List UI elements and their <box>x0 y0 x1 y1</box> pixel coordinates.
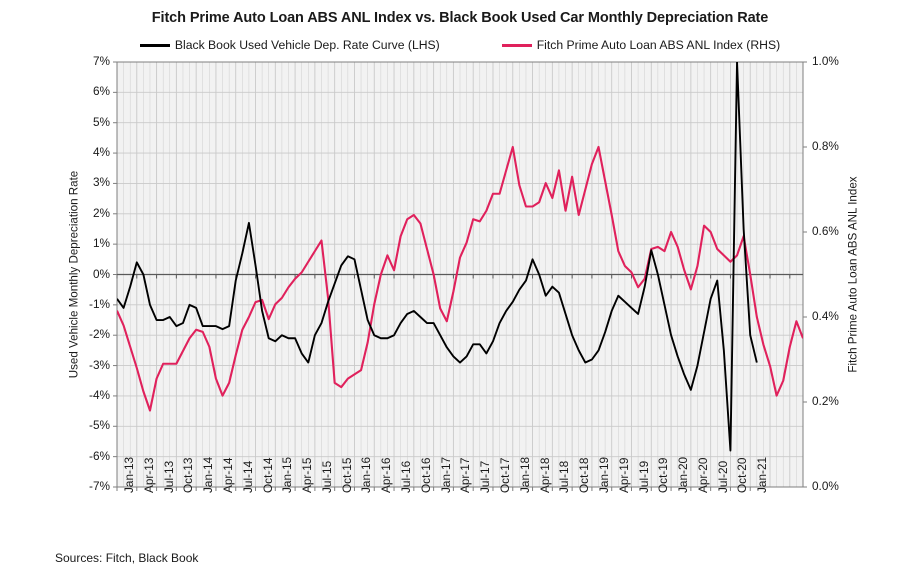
y-axis-tick-label-left: 1% <box>92 236 110 251</box>
y-axis-tick-label-right: 1.0% <box>812 54 839 68</box>
series-line-black-book <box>117 62 758 452</box>
x-axis-tick-label: Oct-17 <box>497 457 512 493</box>
legend-item-black-book[interactable]: Black Book Used Vehicle Dep. Rate Curve … <box>139 38 440 52</box>
x-axis-tick-label: Jul-18 <box>557 460 572 493</box>
y-axis-title-right-text: Fitch Prime Auto Loan ABS ANL Index <box>846 176 860 373</box>
source-note: Sources: Fitch, Black Book <box>55 551 199 565</box>
y-axis-tick-label-left: -3% <box>89 357 110 372</box>
x-axis-tick-label: Apr-20 <box>695 457 710 493</box>
x-axis-tick-label: Oct-13 <box>181 457 196 493</box>
x-axis-tick-label: Jan-20 <box>676 456 691 493</box>
y-axis-tick-label-right: 0.6% <box>812 224 839 238</box>
legend-label-black-book: Black Book Used Vehicle Dep. Rate Curve … <box>174 38 440 52</box>
x-axis-tick-label: Oct-19 <box>656 457 671 493</box>
x-axis-tick-label: Oct-14 <box>260 457 275 493</box>
x-axis-tick-label: Jan-14 <box>201 456 216 493</box>
y-axis-tick-label-left: -4% <box>89 387 110 402</box>
y-axis-tick-label-left: 3% <box>92 175 110 190</box>
y-axis-tick-label-left: -2% <box>89 327 110 342</box>
legend-label-fitch-anl: Fitch Prime Auto Loan ABS ANL Index (RHS… <box>536 38 781 52</box>
y-axis-tick-label-left: -7% <box>89 479 110 493</box>
x-axis-tick-label: Jan-16 <box>359 456 374 493</box>
y-axis-tick-label-left: -1% <box>89 296 110 311</box>
y-axis-tick-label-right: 0.8% <box>812 139 839 153</box>
y-axis-tick-label-right: 0.0% <box>812 479 839 493</box>
x-axis-tick-label: Jan-13 <box>122 456 136 493</box>
y-axis-tick-label-left: 7% <box>92 54 110 68</box>
x-axis-tick-label: Oct-15 <box>339 457 354 493</box>
x-axis-tick-label: Jul-15 <box>319 460 334 493</box>
x-axis-tick-label: Jan-19 <box>596 456 611 493</box>
legend-swatch-black-book <box>139 43 170 47</box>
x-axis-tick-label: Apr-14 <box>220 457 235 493</box>
x-axis-tick-label: Jan-18 <box>517 456 532 493</box>
legend-item-fitch-anl[interactable]: Fitch Prime Auto Loan ABS ANL Index (RHS… <box>501 38 781 52</box>
x-axis-tick-label: Apr-17 <box>458 457 473 493</box>
y-axis-tick-label-left: 5% <box>92 114 110 129</box>
y-axis-tick-label-right: 0.4% <box>812 309 839 323</box>
x-axis-tick-label: Jul-16 <box>399 460 414 493</box>
x-axis-tick-label: Jul-13 <box>161 460 176 493</box>
x-axis-tick-label: Jul-14 <box>240 460 255 493</box>
x-axis-tick-label: Jan-21 <box>755 456 770 493</box>
x-axis-tick-label: Jul-17 <box>478 460 493 493</box>
x-axis-tick-label: Jan-17 <box>438 456 453 493</box>
x-axis-tick-label: Apr-16 <box>379 457 394 493</box>
series-line-fitch-anl <box>117 145 803 412</box>
x-axis-tick-label: Oct-18 <box>577 457 592 493</box>
chart-title: Fitch Prime Auto Loan ABS ANL Index vs. … <box>151 10 769 26</box>
y-axis-tick-label-left: 0% <box>92 266 110 281</box>
y-axis-tick-label-right: 0.2% <box>812 394 839 408</box>
x-axis-tick-label: Apr-18 <box>537 457 552 493</box>
x-axis-tick-label: Oct-16 <box>418 457 433 493</box>
x-axis-tick-label: Jul-20 <box>715 460 730 493</box>
x-axis-tick-label: Apr-15 <box>300 457 315 493</box>
x-axis-tick-label: Jul-19 <box>636 460 651 493</box>
x-axis-tick-label: Oct-20 <box>735 457 750 493</box>
legend-swatch-fitch-anl <box>501 43 532 47</box>
y-axis-tick-label-left: -6% <box>89 448 110 463</box>
y-axis-title-right: Fitch Prime Auto Loan ABS ANL Index <box>845 62 861 487</box>
x-axis-tick-label: Apr-13 <box>141 457 156 493</box>
x-axis-tick-label: Apr-19 <box>616 457 631 493</box>
x-axis-tick-label: Jan-15 <box>280 456 295 493</box>
y-axis-tick-label-left: 6% <box>92 84 110 99</box>
y-axis-tick-label-left: 4% <box>92 145 110 160</box>
chart-legend: Black Book Used Vehicle Dep. Rate Curve … <box>0 38 920 52</box>
y-axis-tick-label-left: -5% <box>89 418 110 433</box>
y-axis-tick-label-left: 2% <box>92 205 110 220</box>
